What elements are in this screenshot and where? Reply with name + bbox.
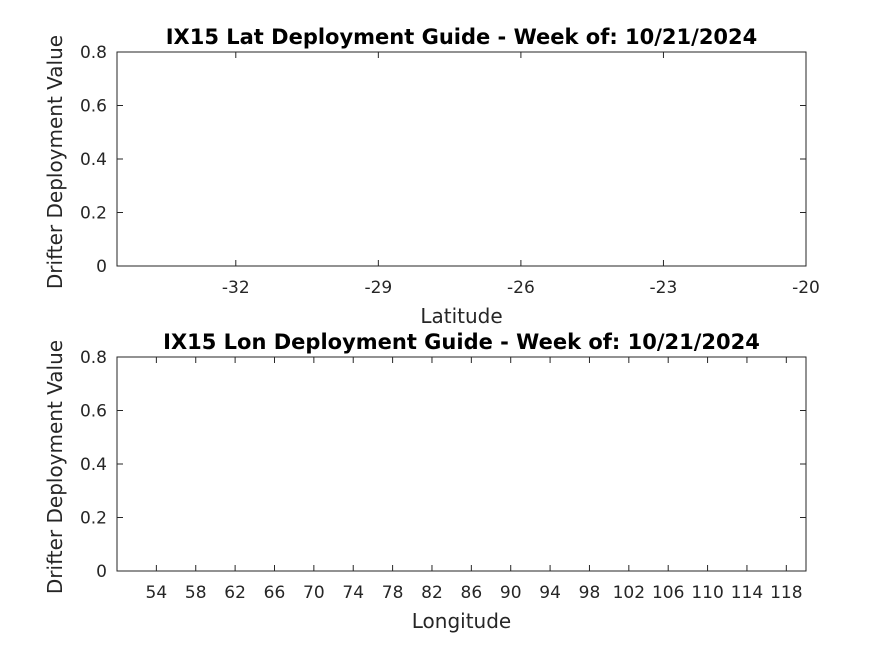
x-tick-label: 82	[421, 583, 443, 603]
chart-panel-lon: 54 58 62 66 70 74 78 82 86 90 94 98 102 106 110 114 118 0…	[43, 330, 807, 633]
chart-title: IX15 Lat Deployment Guide - Week of: 10/…	[166, 25, 758, 49]
x-tick-label: 54	[146, 583, 168, 603]
chart-panel-lat: -32 -29 -26 -23 -20 0 0.2 0.4 0.6 0.8 IX15 Lat Dep…	[43, 25, 820, 328]
chart-title: IX15 Lon Deployment Guide - Week of: 10/…	[163, 330, 760, 354]
x-tick-label: 86	[461, 583, 483, 603]
y-tick-label: 0	[96, 257, 107, 277]
x-tick-label: 58	[185, 583, 207, 603]
x-tick-label: 114	[731, 583, 763, 603]
x-tick-label: -29	[364, 278, 392, 298]
x-tick-label: 78	[382, 583, 404, 603]
x-tick-label: 94	[539, 583, 561, 603]
x-tick-label: 74	[342, 583, 364, 603]
x-tick-label: 98	[579, 583, 601, 603]
axes-frame	[116, 51, 807, 267]
y-tick-label: 0	[96, 562, 107, 582]
x-tick-label: 118	[770, 583, 802, 603]
y-axis-label: Drifter Deployment Value	[43, 35, 67, 289]
y-tick-label: 0.2	[80, 204, 107, 224]
x-axis-label: Latitude	[420, 304, 502, 328]
axes-frame	[116, 356, 807, 572]
y-tick-label: 0.8	[80, 348, 107, 368]
x-axis-label: Longitude	[412, 609, 511, 633]
y-tick-label: 0.6	[80, 97, 107, 117]
x-tick-label: -23	[650, 278, 678, 298]
x-tick-label: 90	[500, 583, 522, 603]
y-tick-label: 0.4	[80, 150, 107, 170]
x-tick-label: 110	[691, 583, 723, 603]
y-tick-label: 0.2	[80, 509, 107, 529]
y-tick-label: 0.4	[80, 455, 107, 475]
x-tick-label: -20	[792, 278, 820, 298]
y-tick-label: 0.8	[80, 43, 107, 63]
x-tick-label: -32	[222, 278, 250, 298]
x-tick-label: 66	[264, 583, 286, 603]
y-tick-label: 0.6	[80, 402, 107, 422]
x-tick-label: 62	[224, 583, 246, 603]
x-tick-label: 102	[613, 583, 645, 603]
y-axis-label: Drifter Deployment Value	[43, 340, 67, 594]
x-tick-label: 70	[303, 583, 325, 603]
x-tick-label: 106	[652, 583, 684, 603]
x-tick-label: -26	[507, 278, 535, 298]
